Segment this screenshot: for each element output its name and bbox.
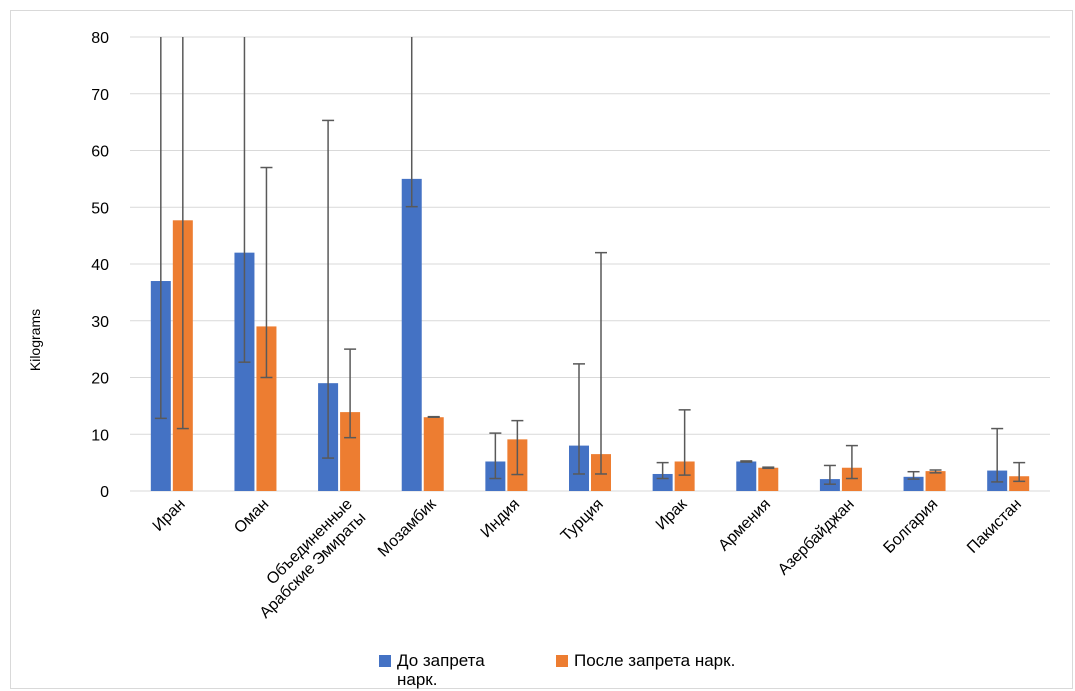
y-axis-ticks: 0 10 20 30 40 50 60 70 80	[91, 30, 109, 501]
legend-label-before: До запрета нарк.	[397, 651, 485, 689]
bar	[256, 326, 277, 491]
x-category-label: Ирак	[653, 495, 691, 533]
bar	[1009, 476, 1030, 491]
bar	[925, 471, 946, 491]
x-category-label: Болгария	[880, 496, 941, 557]
x-category-label: Армения	[715, 496, 774, 555]
bar	[401, 178, 422, 491]
bar	[841, 467, 862, 491]
y-tick-label: 70	[91, 87, 109, 104]
x-category-label: Индия	[478, 496, 523, 541]
gridlines	[130, 36, 1050, 492]
x-category-label: Иран	[150, 496, 189, 535]
x-category-label: Оман	[231, 496, 272, 537]
bar	[903, 476, 924, 491]
y-tick-label: 10	[91, 427, 109, 444]
bar	[340, 412, 361, 491]
bars	[150, 178, 1030, 492]
bar	[234, 252, 255, 491]
legend-swatch-after	[556, 655, 568, 667]
x-category-label: Пакистан	[964, 496, 1025, 557]
bar	[758, 467, 779, 491]
legend-swatch-before	[379, 655, 391, 667]
y-tick-label: 80	[91, 30, 109, 47]
bar	[423, 417, 444, 491]
y-tick-label: 60	[91, 144, 109, 161]
x-category-label: Мозамбик	[375, 495, 440, 560]
y-axis-title: Kilograms	[27, 309, 43, 371]
y-tick-label: 30	[91, 314, 109, 331]
bar	[819, 479, 840, 491]
legend-label-after: После запрета нарк.	[574, 651, 736, 670]
y-tick-label: 40	[91, 257, 109, 274]
y-tick-label: 0	[100, 484, 109, 501]
legend-item-after: После запрета нарк.	[556, 651, 816, 670]
legend-item-before: До запрета нарк.	[379, 651, 519, 689]
error-bars	[154, 37, 1026, 485]
y-tick-label: 50	[91, 200, 109, 217]
bar	[674, 461, 695, 491]
y-tick-label: 20	[91, 371, 109, 388]
x-category-label: Турция	[558, 496, 607, 545]
x-category-label: Азербайджан	[775, 496, 858, 579]
bar	[736, 461, 757, 491]
